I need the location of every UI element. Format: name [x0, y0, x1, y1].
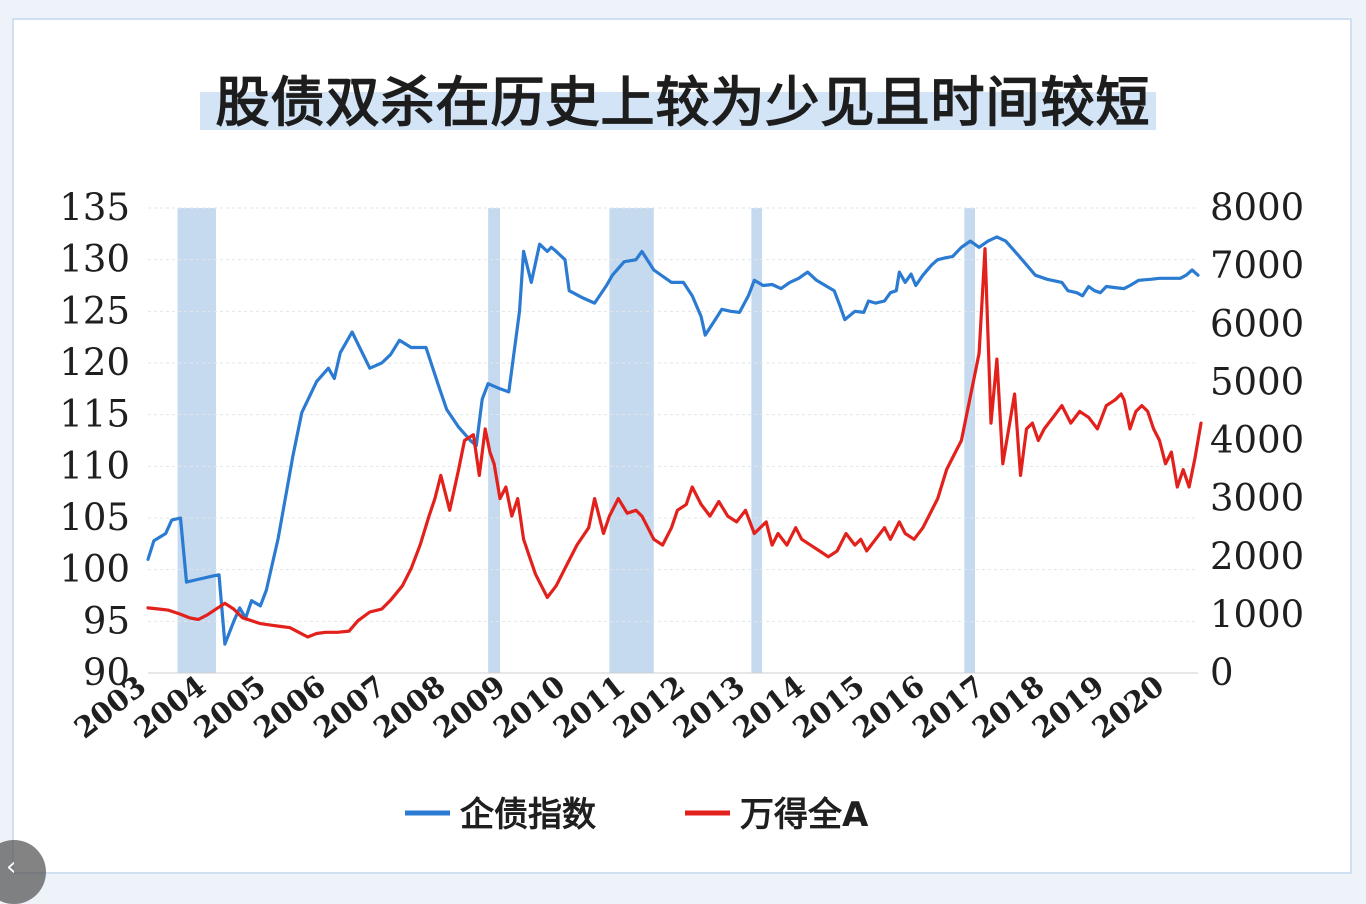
right-tick-label: 3000: [1210, 477, 1304, 520]
left-tick-label: 135: [59, 186, 130, 229]
left-tick-label: 125: [59, 289, 130, 332]
x-axis-ticks: 2003200420052006200720082009201020112012…: [68, 669, 1171, 745]
left-tick-label: 120: [59, 341, 130, 384]
left-tick-label: 110: [59, 444, 130, 487]
right-tick-label: 4000: [1210, 419, 1304, 462]
chart-title: 股债双杀在历史上较为少见且时间较短: [215, 71, 1151, 134]
series-layer: [146, 235, 1203, 646]
chart-frame: [12, 18, 1352, 874]
left-axis-ticks: 90 95 100 105 110 115 120 125 130 135: [59, 186, 130, 694]
left-tick-label: 100: [59, 548, 130, 591]
series-line-2: [146, 247, 1203, 639]
right-tick-label: 2000: [1210, 535, 1304, 578]
legend: 企债指数 万得全A: [405, 795, 869, 835]
shaded-period-4: [751, 208, 763, 673]
left-tick-label: 95: [83, 599, 130, 642]
right-tick-label: 8000: [1210, 186, 1304, 229]
right-tick-label: 0: [1210, 651, 1234, 694]
shaded-period-1: [177, 208, 217, 673]
shaded-period-2: [488, 208, 500, 673]
legend-label-series-1: 企债指数: [460, 795, 596, 835]
title-highlight: [200, 92, 1156, 130]
shaded-period-3: [609, 208, 654, 673]
shaded-period-5: [964, 208, 975, 673]
series-line-1: [146, 235, 1200, 646]
right-axis-ticks: 0 1000 2000 3000 4000 5000 6000 7000 8000: [1210, 186, 1304, 694]
shaded-periods: [177, 208, 975, 673]
left-tick-label: 90: [83, 651, 130, 694]
left-tick-label: 105: [59, 496, 130, 539]
grid-lines: [148, 207, 1198, 674]
right-tick-label: 1000: [1210, 593, 1304, 636]
right-tick-label: 5000: [1210, 360, 1304, 403]
left-tick-label: 130: [59, 238, 130, 281]
left-tick-label: 115: [59, 393, 130, 436]
right-tick-label: 6000: [1210, 302, 1304, 345]
legend-label-series-2: 万得全A: [740, 795, 869, 835]
chevron-left-icon: ‹: [6, 852, 17, 882]
right-tick-label: 7000: [1210, 244, 1304, 287]
